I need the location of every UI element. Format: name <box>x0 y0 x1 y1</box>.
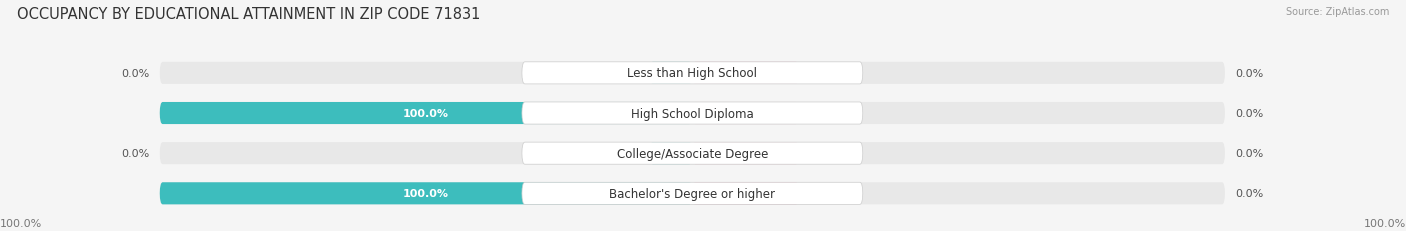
FancyBboxPatch shape <box>650 143 692 164</box>
Text: 100.0%: 100.0% <box>0 218 42 228</box>
Text: Less than High School: Less than High School <box>627 67 758 80</box>
Text: 0.0%: 0.0% <box>121 69 149 79</box>
FancyBboxPatch shape <box>160 63 1225 85</box>
FancyBboxPatch shape <box>160 103 692 125</box>
Text: 0.0%: 0.0% <box>121 149 149 158</box>
FancyBboxPatch shape <box>650 63 692 85</box>
Text: High School Diploma: High School Diploma <box>631 107 754 120</box>
Text: 100.0%: 100.0% <box>404 188 449 198</box>
FancyBboxPatch shape <box>522 143 863 164</box>
Text: 0.0%: 0.0% <box>1236 149 1264 158</box>
Text: 100.0%: 100.0% <box>1364 218 1406 228</box>
FancyBboxPatch shape <box>692 63 799 85</box>
Text: 100.0%: 100.0% <box>404 109 449 119</box>
Text: OCCUPANCY BY EDUCATIONAL ATTAINMENT IN ZIP CODE 71831: OCCUPANCY BY EDUCATIONAL ATTAINMENT IN Z… <box>17 7 481 22</box>
FancyBboxPatch shape <box>160 103 1225 125</box>
FancyBboxPatch shape <box>692 182 799 204</box>
FancyBboxPatch shape <box>522 103 863 125</box>
FancyBboxPatch shape <box>522 182 863 204</box>
Text: College/Associate Degree: College/Associate Degree <box>617 147 768 160</box>
FancyBboxPatch shape <box>160 143 1225 164</box>
Text: Source: ZipAtlas.com: Source: ZipAtlas.com <box>1285 7 1389 17</box>
FancyBboxPatch shape <box>160 182 692 204</box>
Text: 0.0%: 0.0% <box>1236 109 1264 119</box>
FancyBboxPatch shape <box>522 63 863 85</box>
Text: 0.0%: 0.0% <box>1236 69 1264 79</box>
Text: Bachelor's Degree or higher: Bachelor's Degree or higher <box>609 187 775 200</box>
FancyBboxPatch shape <box>692 143 799 164</box>
FancyBboxPatch shape <box>160 182 1225 204</box>
FancyBboxPatch shape <box>692 103 799 125</box>
Text: 0.0%: 0.0% <box>1236 188 1264 198</box>
